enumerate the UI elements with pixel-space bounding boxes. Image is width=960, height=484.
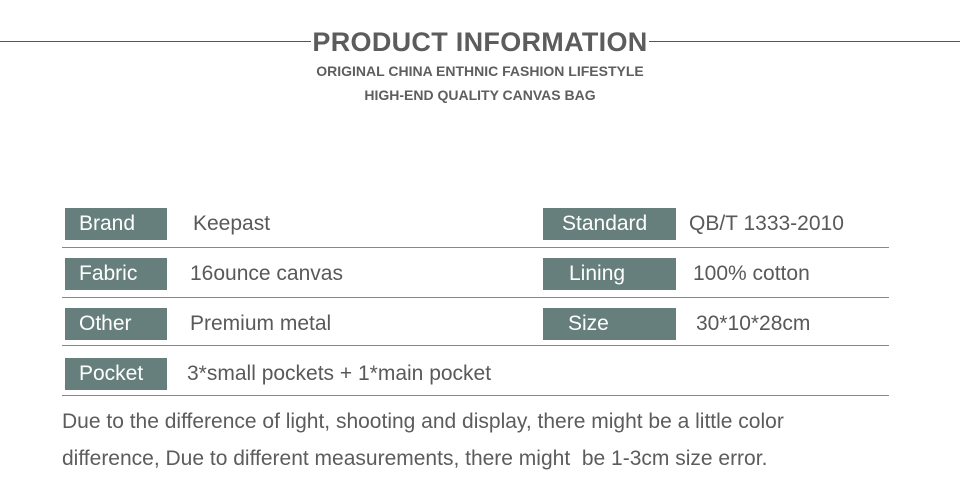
header-divider-right: [649, 41, 960, 42]
disclaimer-line-1: Due to the difference of light, shooting…: [62, 410, 784, 433]
lining-label: Lining: [543, 258, 676, 290]
lining-value: 100% cotton: [693, 262, 810, 285]
other-value: Premium metal: [190, 312, 332, 335]
size-label: Size: [543, 308, 676, 340]
brand-label: Brand: [65, 208, 167, 240]
standard-value: QB/T 1333-2010: [689, 212, 844, 235]
page-title: PRODUCT INFORMATION: [312, 27, 648, 57]
size-value: 30*10*28cm: [696, 312, 811, 335]
fabric-value: 16ounce canvas: [190, 262, 343, 285]
pocket-label: Pocket: [65, 358, 167, 390]
disclaimer-note: Due to the difference of light, shooting…: [62, 403, 942, 477]
subtitle-line-2: HIGH-END QUALITY CANVAS BAG: [364, 87, 596, 103]
row-divider-2: [62, 297, 889, 298]
row-divider-1: [62, 247, 889, 248]
other-label: Other: [65, 308, 167, 340]
disclaimer-line-2: difference, Due to different measurement…: [62, 447, 768, 470]
fabric-label: Fabric: [65, 258, 167, 290]
subtitle-line-1: ORIGINAL CHINA ENTHNIC FASHION LIFESTYLE: [316, 63, 644, 79]
row-divider-3: [62, 345, 889, 346]
row-divider-4: [62, 395, 889, 396]
brand-value: Keepast: [193, 212, 271, 235]
header-divider-left: [0, 41, 311, 42]
standard-label: Standard: [543, 208, 676, 240]
pocket-value: 3*small pockets + 1*main pocket: [187, 362, 492, 385]
